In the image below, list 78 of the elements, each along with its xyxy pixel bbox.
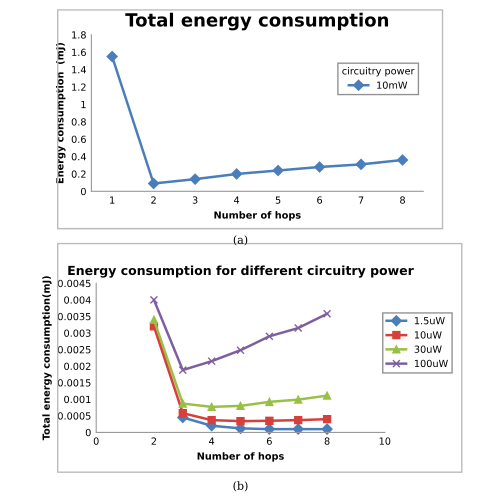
legend-label: 10mW [377, 81, 408, 89]
point [322, 310, 332, 318]
point [294, 324, 302, 332]
chart-title: Energy consumption for different circuitry power [68, 265, 414, 278]
point [207, 402, 216, 412]
point [178, 366, 187, 374]
point [265, 332, 274, 340]
point [207, 416, 216, 424]
y-tick-label: 0.6 [72, 136, 86, 143]
y-tick-label: 1.8 [72, 31, 86, 39]
point [236, 416, 245, 426]
y-tick-label: 0.001 [64, 396, 90, 404]
point [294, 395, 302, 404]
point [207, 356, 216, 366]
x-axis-title: Number of hops [214, 211, 301, 221]
point [265, 398, 274, 406]
point [265, 416, 274, 425]
point [355, 158, 367, 170]
x-tick-label: 8 [400, 196, 405, 204]
x-tick-label: 10 [380, 437, 390, 445]
x-tick-label: 7 [358, 196, 364, 204]
x-tick-label: 6 [317, 196, 322, 204]
y-tick-label: 1 [81, 100, 86, 108]
point [294, 416, 302, 424]
point [190, 174, 201, 185]
legend-label: 1.5uW [414, 317, 445, 324]
point [148, 178, 160, 190]
y-tick-label: 0.4 [72, 153, 86, 160]
x-tick-label: 6 [266, 437, 272, 445]
x-tick-label: 3 [192, 196, 198, 204]
y-tick-label: 0.8 [72, 118, 86, 126]
y-tick-label: 0.004 [64, 296, 91, 304]
legend-title: circuitry power [342, 67, 415, 76]
point [322, 391, 332, 400]
x-tick-label: 2 [151, 196, 156, 204]
x-tick-label: 4 [234, 196, 240, 204]
point [322, 414, 332, 424]
x-tick-label: 0 [94, 437, 99, 445]
point [236, 402, 245, 410]
point [150, 296, 158, 304]
y-tick-label: 0.0045 [58, 280, 90, 288]
y-axis-title: Total energy consumption(mJ) [42, 276, 52, 440]
x-axis-title: Number of hops [198, 452, 284, 462]
text: (a) [234, 235, 248, 246]
chart-title: Total energy consumption [125, 12, 388, 30]
y-tick-label: 0.002 [64, 362, 90, 370]
point [272, 164, 284, 176]
point [178, 409, 187, 418]
x-tick-label: 2 [152, 437, 156, 445]
legend-label: 30uW [414, 346, 442, 353]
y-tick-label: 1.6 [72, 48, 86, 56]
y-tick-label: 0.003 [64, 329, 91, 337]
point [321, 423, 333, 435]
y-tick-label: 0 [86, 428, 91, 436]
point [396, 154, 408, 166]
point [292, 423, 304, 435]
y-tick-label: 0.0005 [58, 412, 90, 420]
y-tick-label: 0.0015 [58, 379, 90, 387]
legend-label: 10uW [414, 331, 442, 339]
y-tick-label: 0 [80, 188, 86, 196]
x-tick-label: 4 [209, 438, 214, 445]
point [236, 346, 245, 354]
x-tick-label: 8 [324, 437, 330, 445]
y-tick-label: 0.0035 [58, 312, 90, 320]
text: (b) [233, 481, 248, 492]
point [106, 50, 118, 62]
point [314, 161, 326, 173]
point [230, 168, 242, 180]
point [178, 399, 187, 408]
y-axis-title: Energy consumption (mJ) [56, 43, 66, 184]
y-tick-label: 1.2 [72, 83, 86, 91]
x-tick-label: 1 [110, 196, 114, 204]
legend-label: 100uW [414, 360, 448, 368]
x-tick-label: 5 [276, 196, 280, 204]
y-tick-label: 0.0025 [58, 346, 90, 354]
point [150, 316, 158, 324]
y-tick-label: 0.2 [72, 170, 86, 178]
y-tick-label: 1.4 [72, 66, 86, 74]
